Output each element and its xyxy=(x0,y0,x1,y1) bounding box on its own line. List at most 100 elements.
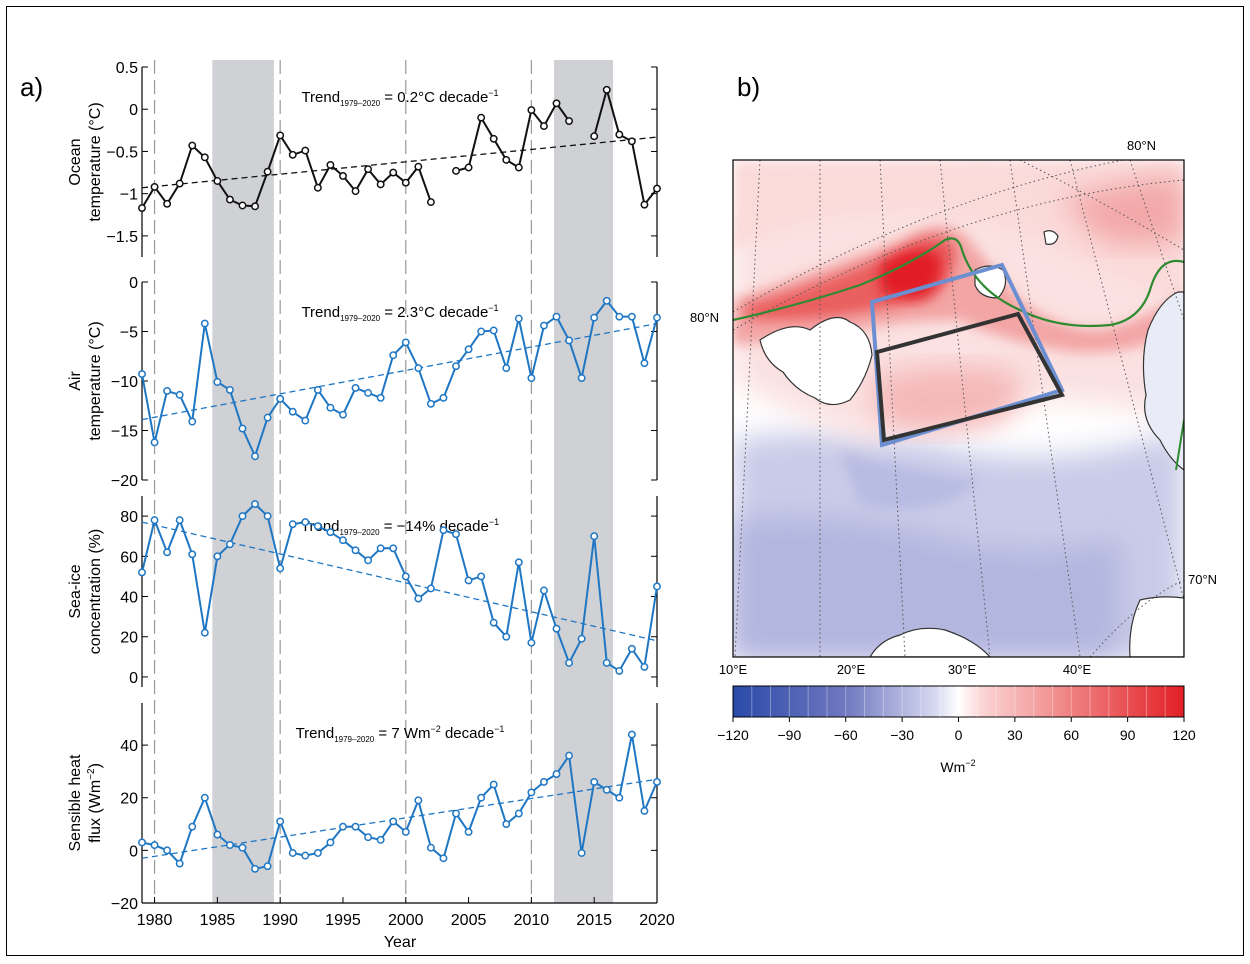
data-point xyxy=(426,198,435,207)
lon-label-20: 20°E xyxy=(837,662,866,677)
y-tick-label: 40 xyxy=(120,590,138,607)
x-tick-label: 1990 xyxy=(262,912,298,929)
y-label-line1: Sea-ice xyxy=(67,564,84,618)
y-tick-label: −15 xyxy=(111,424,138,441)
colorbar-tick-label: −60 xyxy=(834,727,858,743)
data-point xyxy=(489,780,498,789)
data-point xyxy=(213,830,222,839)
data-point xyxy=(653,582,661,591)
data-point xyxy=(301,416,310,425)
data-point xyxy=(251,202,259,211)
map-border xyxy=(732,159,1185,658)
data-point xyxy=(401,338,410,347)
panel-a-label: a) xyxy=(20,72,43,102)
data-point xyxy=(577,849,586,857)
data-point xyxy=(477,327,486,336)
lat-label-right: 70°N xyxy=(1188,572,1217,587)
data-point xyxy=(502,820,511,829)
data-point xyxy=(577,374,586,382)
trend-sub: 1979–2020 xyxy=(340,314,381,323)
y-label-line2: temperature (°C) xyxy=(87,102,104,221)
data-point xyxy=(301,851,310,860)
data-point xyxy=(150,516,159,525)
shaded-period-2 xyxy=(554,60,614,903)
y-label-line2-text: temperature (°C) xyxy=(87,102,104,221)
trend-value: = 2.3°C decade xyxy=(380,304,488,321)
data-point xyxy=(414,796,423,805)
data-point xyxy=(364,388,373,397)
trend-line xyxy=(141,521,658,642)
data-point xyxy=(439,526,448,535)
data-point xyxy=(540,777,548,786)
data-point xyxy=(188,141,197,150)
heat-flux-field xyxy=(733,160,1184,657)
trend-line xyxy=(141,322,658,421)
y-tick-label: −5 xyxy=(120,325,138,342)
data-point xyxy=(238,424,247,433)
y-tick-label: 40 xyxy=(120,738,138,755)
x-axis-label: Year xyxy=(384,934,417,951)
trend-value: = 7 Wm xyxy=(374,725,430,742)
data-point xyxy=(452,166,460,175)
y-tick-label: 0 xyxy=(129,102,138,119)
y-label-line1: Ocean xyxy=(67,138,84,185)
data-point xyxy=(401,178,410,187)
data-point xyxy=(276,564,285,573)
data-point xyxy=(188,822,197,831)
data-point xyxy=(439,854,448,863)
data-point xyxy=(426,843,435,852)
data-point xyxy=(225,841,234,850)
data-point xyxy=(590,777,599,786)
data-point xyxy=(640,359,649,368)
decade-dashed-lines xyxy=(153,60,532,903)
data-point xyxy=(263,862,272,871)
shaded-period-1 xyxy=(212,60,274,903)
data-point xyxy=(150,182,159,191)
data-point xyxy=(326,403,335,412)
data-point xyxy=(288,849,297,857)
data-point xyxy=(163,199,172,208)
data-point xyxy=(514,809,523,818)
data-point xyxy=(464,827,473,836)
y-label-tail: ) xyxy=(87,763,104,768)
y-label-sup: −2 xyxy=(86,768,97,780)
data-point xyxy=(263,413,272,422)
y-label-line2: flux (Wm−2) xyxy=(86,763,104,843)
figure-frame xyxy=(6,6,1244,956)
data-point xyxy=(477,572,486,581)
data-point xyxy=(653,777,661,786)
data-point xyxy=(313,849,322,857)
lat-label-top: 80°N xyxy=(1127,138,1156,153)
lat-label-left: 80°N xyxy=(690,310,719,325)
data-point xyxy=(175,179,184,188)
data-point xyxy=(326,838,335,847)
data-point xyxy=(376,835,385,844)
trend-sup2: −1 xyxy=(494,724,504,734)
colorbar-tick-label: −120 xyxy=(717,727,749,743)
data-point xyxy=(653,184,661,193)
x-tick-label: 1980 xyxy=(137,912,173,929)
data-point xyxy=(615,130,624,139)
x-tick-label: 2010 xyxy=(514,912,550,929)
y-tick-label: 0 xyxy=(129,843,138,860)
data-point xyxy=(138,838,146,847)
subplot-air: 0 −5 −10 −15 −20 Air temperature (°C) Trend1979… xyxy=(67,275,661,490)
data-point xyxy=(565,117,574,125)
data-point xyxy=(351,383,360,392)
colorbar-tick-label: −90 xyxy=(778,727,802,743)
data-point xyxy=(527,638,536,647)
data-point xyxy=(464,345,473,354)
data-point xyxy=(313,385,322,394)
data-point xyxy=(452,530,460,539)
data-point xyxy=(389,351,398,360)
trend-line xyxy=(141,778,658,859)
y-tick-label: 20 xyxy=(120,791,138,808)
panel-b-map: 80°N 80°N 70°N 10°E 20°E 30°E 40°E −120−… xyxy=(690,138,1217,775)
y-tick-label: −1.5 xyxy=(106,229,138,246)
data-point xyxy=(627,644,636,653)
trend-annotation: Trend1979–2020 = 0.2°C decade−1 xyxy=(301,88,498,108)
panel-b-label: b) xyxy=(737,72,760,102)
